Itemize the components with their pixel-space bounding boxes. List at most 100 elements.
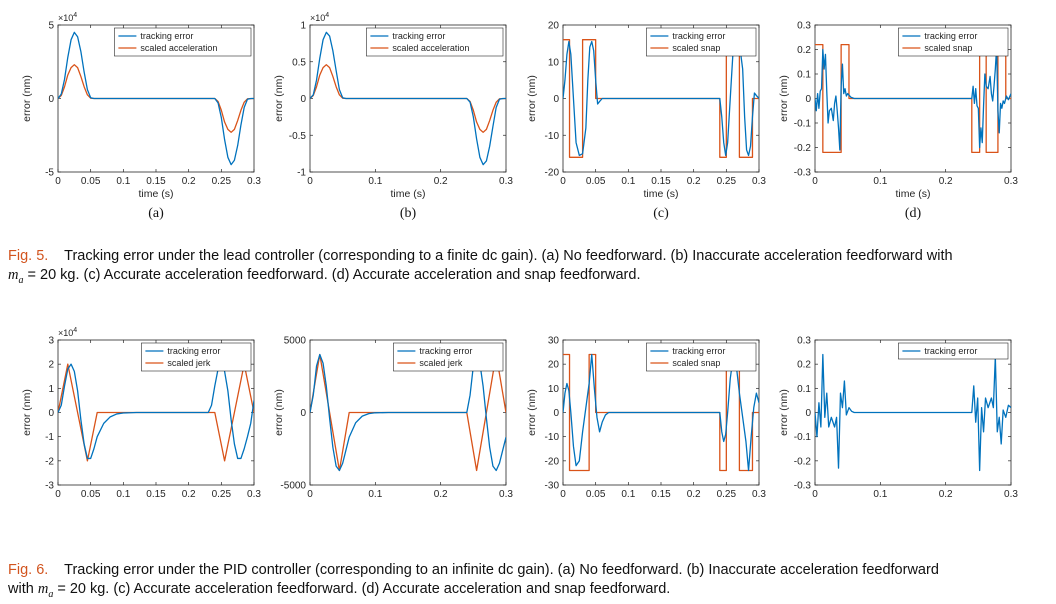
x-tick-label: 0.1 xyxy=(621,489,635,500)
legend-box xyxy=(141,342,252,372)
legend: tracking error scaled snap xyxy=(898,27,1009,57)
y-axis-label: error (nm) xyxy=(526,389,538,436)
x-tick-label: 0.2 xyxy=(939,176,953,187)
x-tick-label: 0.2 xyxy=(687,176,701,187)
x-tick-label: 0.05 xyxy=(81,489,101,500)
y-tick-label: 20 xyxy=(548,360,560,371)
x-axis-label: time (s) xyxy=(139,188,174,200)
x-tick-label: 0.05 xyxy=(586,489,606,500)
x-tick-label: 0.1 xyxy=(873,489,887,500)
y-tick-label: -5 xyxy=(45,168,54,179)
figure-6-caption-line2: = 20 kg. (c) Accurate acceleration feedf… xyxy=(57,581,671,597)
y-tick-label: 0 xyxy=(48,94,54,105)
legend-box xyxy=(393,342,504,372)
x-tick-label: 0.2 xyxy=(182,489,196,500)
x-tick-label: 0.15 xyxy=(651,176,671,187)
x-tick-label: 0.1 xyxy=(116,176,130,187)
x-tick-label: 0.05 xyxy=(81,176,101,187)
x-tick-label: 0.15 xyxy=(146,489,166,500)
legend: tracking error scaled acceleration xyxy=(366,27,504,57)
x-tick-label: 0.15 xyxy=(651,489,671,500)
y-tick-label: 30 xyxy=(548,336,560,347)
series-line-tracking-error xyxy=(58,31,254,166)
series-line-tracking-error xyxy=(310,353,506,472)
x-tick-label: 0 xyxy=(812,489,818,500)
x-tick-label: 0.25 xyxy=(212,176,232,187)
legend-box xyxy=(898,342,1009,360)
legend-label: scaled snap xyxy=(924,43,972,53)
x-tick-label: 0.1 xyxy=(368,489,382,500)
legend-label: tracking error xyxy=(167,346,220,356)
x-tick-label: 0.05 xyxy=(586,176,606,187)
x-tick-label: 0.2 xyxy=(434,176,448,187)
y-tick-label: 0 xyxy=(553,94,559,105)
x-tick-label: 0.1 xyxy=(116,489,130,500)
x-tick-label: 0.3 xyxy=(1004,176,1018,187)
panel-label: (d) xyxy=(905,206,922,221)
legend: tracking error xyxy=(898,342,1009,360)
series-line-tracking-error xyxy=(563,40,759,157)
legend-box xyxy=(898,27,1009,57)
series-line-tracking-error xyxy=(58,363,254,460)
legend: tracking error scaled jerk xyxy=(141,342,252,372)
legend-label: scaled jerk xyxy=(167,358,211,368)
figure-6-caption: Fig. 6. Tracking error under the PID con… xyxy=(8,561,1050,604)
legend-label: scaled snap xyxy=(672,43,720,53)
x-tick-label: 0.1 xyxy=(368,176,382,187)
panel-label: (b) xyxy=(400,206,417,221)
y-tick-label: -20 xyxy=(545,456,560,467)
y-axis-label: error (nm) xyxy=(273,75,285,122)
x-tick-label: 0.25 xyxy=(717,489,737,500)
series-line-scaled-snap xyxy=(563,353,759,472)
y-tick-label: 0.1 xyxy=(797,70,811,81)
chart-panel: 00.10.20.3-500005000time (s)error (nm)tr… xyxy=(273,336,513,501)
y-tick-label: -20 xyxy=(545,168,560,179)
y-axis-label: error (nm) xyxy=(21,75,33,122)
axis-exponent-power: 4 xyxy=(73,327,77,334)
figure-5-label: Fig. 5. xyxy=(8,248,49,264)
series-line-scaled-snap xyxy=(563,39,759,158)
panel-label: (a) xyxy=(148,206,164,221)
y-tick-label: -1 xyxy=(297,168,306,179)
figure-5-caption-line2: = 20 kg. (c) Accurate acceleration feedf… xyxy=(27,267,641,283)
y-tick-label: -0.5 xyxy=(289,131,307,142)
axis-exponent: ×104 xyxy=(58,12,77,23)
y-tick-label: 10 xyxy=(548,384,560,395)
chart-panel: 00.050.10.150.20.250.3-30-20-100102030ti… xyxy=(526,336,766,501)
y-tick-label: 0 xyxy=(553,408,559,419)
legend-box xyxy=(646,342,757,372)
legend: tracking error scaled jerk xyxy=(393,342,504,372)
x-tick-label: 0.3 xyxy=(247,176,261,187)
y-tick-label: 2 xyxy=(48,360,54,371)
x-tick-label: 0.1 xyxy=(873,176,887,187)
x-tick-label: 0.3 xyxy=(499,176,513,187)
legend-label: scaled acceleration xyxy=(140,43,217,53)
x-tick-label: 0.2 xyxy=(434,489,448,500)
axis-exponent: ×104 xyxy=(310,12,329,23)
x-axis-label: time (s) xyxy=(896,188,931,200)
x-tick-label: 0.3 xyxy=(499,489,513,500)
legend-label: tracking error xyxy=(924,346,977,356)
y-tick-label: 1 xyxy=(48,384,54,395)
y-tick-label: -0.1 xyxy=(794,119,812,130)
x-tick-label: 0 xyxy=(307,489,313,500)
legend-label: tracking error xyxy=(392,31,445,41)
legend: tracking error scaled snap xyxy=(646,27,757,57)
y-axis-label: error (nm) xyxy=(778,75,790,122)
legend-label: tracking error xyxy=(419,346,472,356)
y-tick-label: 5 xyxy=(48,21,54,32)
x-tick-label: 0.3 xyxy=(752,489,766,500)
y-tick-label: -30 xyxy=(545,481,560,492)
panel-label: (c) xyxy=(653,206,669,221)
y-tick-label: 1 xyxy=(300,21,306,32)
legend-label: tracking error xyxy=(672,31,725,41)
chart-panel: 0 0.1 0.2 0.3 -1 -0.5 0 0.5 1 ×104 time (s) error (… xyxy=(273,12,513,221)
y-tick-label: 0 xyxy=(805,408,811,419)
y-tick-label: 0 xyxy=(300,94,306,105)
legend-label: tracking error xyxy=(672,346,725,356)
y-tick-label: 0.2 xyxy=(797,45,811,56)
axis-exponent: ×104 xyxy=(58,327,77,338)
figure-5-caption-line1: Tracking error under the lead controller… xyxy=(64,248,953,264)
y-tick-label: 3 xyxy=(48,336,54,347)
